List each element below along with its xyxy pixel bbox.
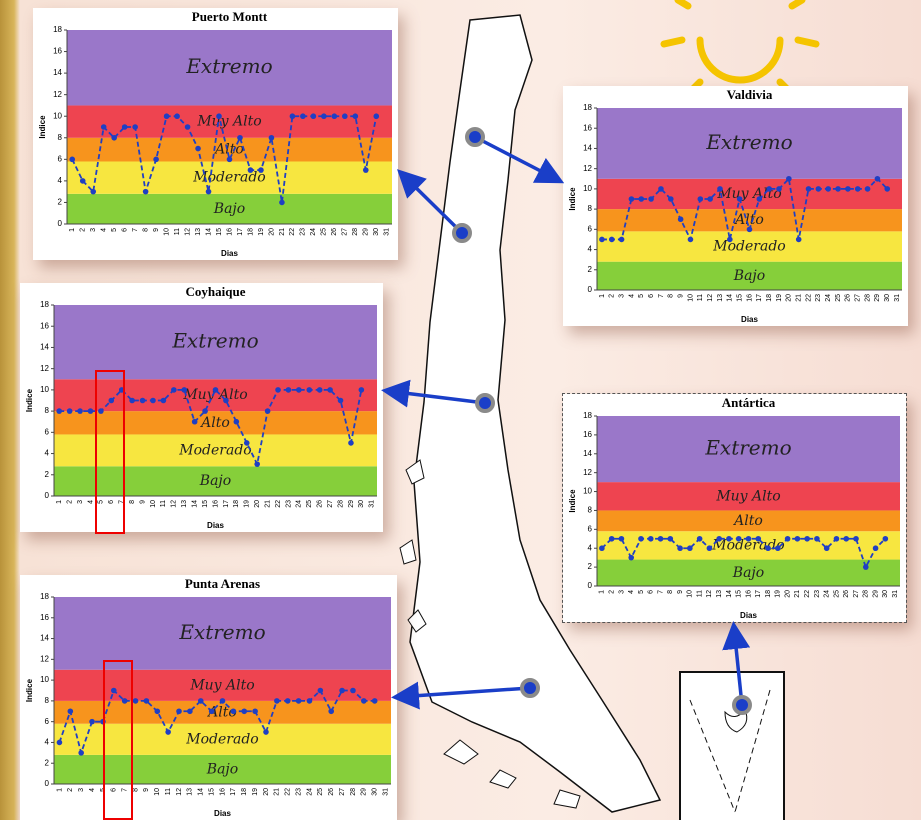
arrow bbox=[388, 391, 485, 403]
location-dot bbox=[477, 395, 493, 411]
location-dot bbox=[467, 129, 483, 145]
arrow bbox=[402, 174, 462, 233]
location-dot bbox=[454, 225, 470, 241]
page: {"chart_data": [ {"type": "line", "title… bbox=[0, 0, 921, 820]
location-dot bbox=[522, 680, 538, 696]
arrow bbox=[734, 628, 742, 705]
location-dot bbox=[734, 697, 750, 713]
arrow bbox=[475, 137, 558, 180]
connectors bbox=[0, 0, 921, 820]
arrow bbox=[398, 688, 530, 697]
